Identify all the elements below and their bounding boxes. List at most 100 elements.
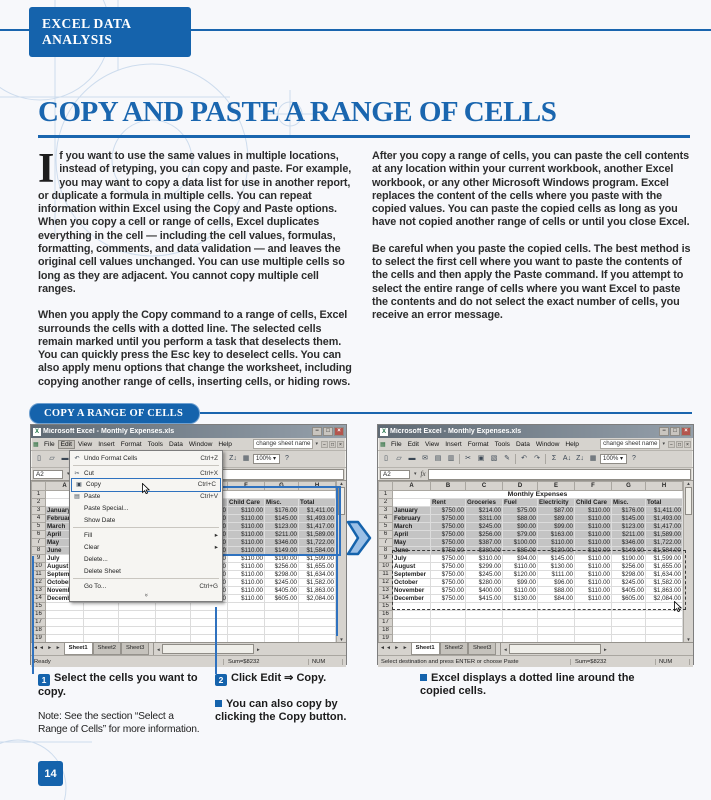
cell[interactable] [83, 634, 119, 642]
cell[interactable] [45, 618, 84, 627]
cell[interactable] [118, 634, 156, 642]
cell[interactable]: $346.00 [611, 538, 646, 547]
row-header-7[interactable]: 7 [31, 538, 46, 547]
cell[interactable]: $110.00 [227, 578, 265, 587]
cell[interactable] [392, 618, 431, 627]
horizontal-scroll-thumb[interactable] [509, 644, 602, 654]
cell[interactable] [45, 602, 84, 611]
scroll-left-icon[interactable]: ◄ [156, 646, 161, 652]
edit-menu-item-show-date[interactable]: Show Date [84, 516, 116, 524]
help-icon[interactable]: ? [632, 455, 636, 462]
cell[interactable] [298, 618, 336, 627]
column-header-f[interactable]: F [574, 481, 612, 491]
help-icon[interactable]: ? [285, 455, 289, 462]
cell[interactable]: $110.00 [574, 530, 612, 539]
menu-edit[interactable]: Edit [407, 440, 419, 448]
cell[interactable] [645, 626, 683, 635]
scroll-up-icon[interactable]: ▲ [686, 481, 691, 486]
menu-format[interactable]: Format [467, 440, 489, 448]
workbook-close-button[interactable]: × [337, 440, 344, 448]
cell[interactable]: $750.00 [430, 530, 466, 539]
edit-menu-item-paste-special[interactable]: Paste Special... [84, 504, 129, 512]
tab-nav-icons[interactable]: ◄◄ ► ► [33, 645, 62, 651]
cell[interactable]: $245.00 [465, 522, 503, 531]
menu-help[interactable]: Help [218, 440, 232, 448]
cell[interactable] [155, 618, 191, 627]
column-header-e[interactable]: E [537, 481, 575, 491]
cell[interactable] [465, 634, 503, 642]
menu-window[interactable]: Window [188, 440, 213, 448]
cell[interactable] [118, 618, 156, 627]
cell[interactable] [45, 634, 84, 642]
mail-icon[interactable]: ✉ [422, 455, 428, 462]
cut-icon[interactable]: ✂ [465, 455, 471, 462]
cell[interactable]: $110.00 [537, 538, 575, 547]
cell[interactable]: $298.00 [264, 570, 299, 579]
cell[interactable] [83, 618, 119, 627]
cell[interactable]: $387.00 [465, 538, 503, 547]
cell[interactable] [611, 618, 646, 627]
row-header-1[interactable]: 1 [378, 490, 393, 499]
restore-button[interactable]: □ [670, 427, 680, 436]
row-header-11[interactable]: 11 [378, 570, 393, 579]
name-box-dropdown-icon[interactable]: ▾ [414, 471, 417, 477]
sort-descending-icon[interactable]: Z↓ [576, 455, 584, 462]
cell[interactable] [227, 618, 265, 627]
question-dropdown-icon[interactable]: ▾ [662, 441, 665, 447]
cell[interactable] [155, 626, 191, 635]
sheet-tab-sheet3[interactable]: Sheet3 [467, 643, 497, 655]
cell[interactable]: $211.00 [611, 530, 646, 539]
restore-button[interactable]: □ [323, 427, 333, 436]
scroll-down-icon[interactable]: ▼ [686, 637, 691, 642]
cell[interactable] [227, 610, 265, 619]
workbook-restore-button[interactable]: □ [329, 440, 336, 448]
edit-menu-item-paste[interactable]: ▤ Paste Ctrl+V [74, 492, 218, 500]
cell[interactable]: $1,655.00 [298, 562, 336, 571]
formula-input[interactable] [427, 468, 691, 480]
cell[interactable]: $163.00 [537, 530, 575, 539]
cell-header-groceries[interactable]: Groceries [465, 498, 503, 507]
row-header-3[interactable]: 3 [31, 506, 46, 515]
chart-wizard-icon[interactable]: ▦ [242, 455, 250, 462]
menu-insert[interactable]: Insert [98, 440, 115, 448]
row-header-4[interactable]: 4 [31, 514, 46, 523]
cell[interactable]: $2,084.00 [298, 594, 336, 603]
scroll-left-icon[interactable]: ◄ [503, 646, 508, 652]
cell[interactable] [502, 626, 538, 635]
row-header-6[interactable]: 6 [378, 530, 393, 539]
cell[interactable] [83, 610, 119, 619]
menu-data[interactable]: Data [168, 440, 183, 448]
cell[interactable] [611, 610, 646, 619]
cell[interactable] [45, 626, 84, 635]
cell[interactable] [611, 634, 646, 642]
row-header-5[interactable]: 5 [31, 522, 46, 531]
new-workbook-icon[interactable]: ▯ [384, 455, 388, 462]
edit-menu-item-copy[interactable]: ▣ Copy Ctrl+C [71, 477, 221, 494]
cell[interactable]: $245.00 [264, 578, 299, 587]
cell-header-rent[interactable]: Rent [430, 498, 466, 507]
menu-file[interactable]: File [391, 440, 402, 448]
cell[interactable] [574, 610, 612, 619]
cell[interactable] [502, 634, 538, 642]
cell[interactable]: $145.00 [611, 514, 646, 523]
cell[interactable]: $1,722.00 [645, 538, 683, 547]
cell[interactable] [190, 602, 228, 611]
cell[interactable]: $110.00 [227, 586, 265, 595]
scroll-up-icon[interactable]: ▲ [339, 481, 344, 486]
row-header-14[interactable]: 14 [378, 594, 393, 603]
menu-edit[interactable]: Edit [57, 439, 75, 449]
sheet-tab-sheet2[interactable]: Sheet2 [92, 643, 121, 655]
cell[interactable] [83, 626, 119, 635]
cell[interactable] [298, 626, 336, 635]
cell[interactable]: $750.00 [430, 538, 466, 547]
cell[interactable]: February [392, 514, 431, 523]
cell[interactable] [264, 626, 299, 635]
cell[interactable] [264, 618, 299, 627]
print-icon[interactable]: ▤ [434, 455, 442, 462]
menu-format[interactable]: Format [120, 440, 142, 448]
cell[interactable] [190, 618, 228, 627]
workbook-close-button[interactable]: × [684, 440, 691, 448]
cell[interactable] [227, 626, 265, 635]
minimize-button[interactable]: − [659, 427, 669, 436]
cell[interactable]: $750.00 [430, 506, 466, 515]
